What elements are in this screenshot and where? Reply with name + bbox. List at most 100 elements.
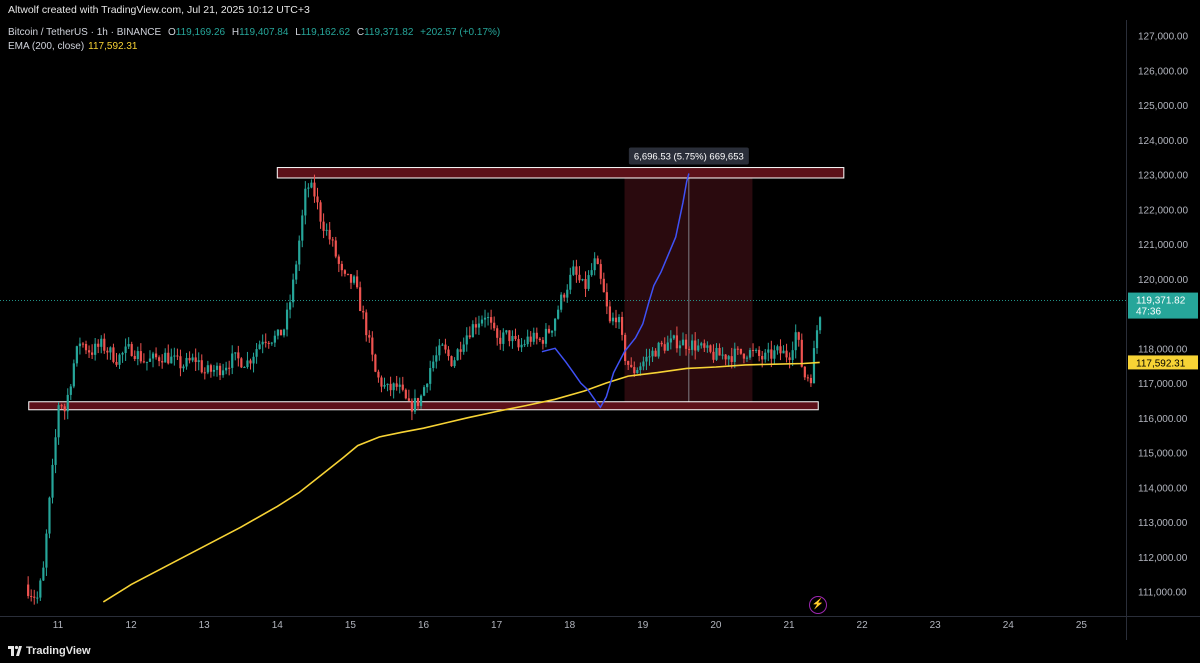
y-axis-tick: 120,000.00 — [1138, 275, 1188, 286]
candle-body — [538, 338, 541, 341]
candle-body — [145, 361, 149, 363]
candle-body — [782, 350, 785, 354]
candle-body — [410, 400, 414, 412]
candle-body — [456, 349, 459, 361]
candle-body — [663, 344, 666, 351]
candle-body — [151, 353, 155, 359]
candle-body — [419, 395, 423, 406]
candle-body — [130, 344, 133, 356]
candle-body — [115, 361, 118, 365]
candle-body — [30, 595, 33, 597]
candle-body — [392, 383, 395, 391]
candle-body — [764, 352, 767, 360]
footer-bar: TradingView — [0, 640, 1200, 663]
candle-body — [596, 258, 599, 265]
candle-body — [502, 332, 505, 344]
candle-body — [359, 287, 362, 311]
candle-body — [234, 352, 237, 354]
candle-body — [581, 279, 584, 281]
candle-body — [639, 366, 642, 371]
candle-body — [362, 310, 365, 313]
candle-body — [441, 344, 444, 346]
ohlc-row: Bitcoin / TetherUS · 1h · BINANCE O119,1… — [8, 26, 500, 40]
candle-body — [459, 349, 462, 352]
y-axis-tick: 114,000.00 — [1138, 483, 1188, 494]
candle-body — [560, 294, 563, 310]
candle-body — [605, 292, 608, 307]
candle-body — [785, 350, 788, 358]
candle-body — [657, 342, 660, 357]
candle-body — [694, 340, 697, 351]
measure-label-box — [628, 147, 749, 165]
candle-body — [739, 348, 742, 354]
candle-body — [742, 353, 746, 359]
y-axis-tick: 124,000.00 — [1138, 136, 1188, 147]
candle-body — [770, 349, 773, 359]
candle-body — [57, 405, 60, 438]
candle-body — [758, 349, 761, 356]
candle-body — [100, 338, 103, 347]
candle-body — [465, 335, 468, 345]
candle-body — [185, 357, 188, 367]
candle-body — [215, 365, 219, 370]
lightning-icon[interactable]: ⚡ — [809, 596, 827, 614]
candle-body — [493, 322, 496, 329]
candle-body — [794, 332, 797, 351]
candle-body — [432, 361, 435, 369]
open-value: 119,169.26 — [175, 27, 226, 38]
candle-body — [307, 187, 310, 189]
x-axis-tick: 19 — [637, 620, 649, 631]
candle-body — [127, 344, 130, 347]
candle-body — [818, 317, 822, 331]
candle-body — [709, 345, 712, 352]
ema-row: EMA (200, close) 117,592.31 — [8, 40, 500, 54]
ema-label[interactable]: EMA (200, close) — [8, 41, 85, 52]
ema-200-line — [102, 361, 820, 603]
low-value: 119,162.62 — [300, 27, 351, 38]
candle-body — [228, 367, 231, 369]
symbol-label[interactable]: Bitcoin / TetherUS · 1h · BINANCE — [8, 27, 162, 38]
price-chart[interactable]: 127,000.00 126,000.00 125,000.00 124,000.00… — [0, 20, 1200, 640]
candle-body — [438, 345, 441, 356]
candle-body — [255, 349, 258, 357]
candle-body — [697, 345, 700, 351]
candle-body — [776, 346, 779, 351]
candle-body — [569, 274, 572, 290]
candle-body — [45, 533, 48, 568]
candle-body — [800, 339, 803, 367]
candle-body — [733, 348, 736, 362]
high-value: 119,407.84 — [239, 27, 289, 38]
candle-body — [672, 335, 675, 339]
ema-price-tag — [1128, 355, 1198, 370]
candle-body — [240, 358, 243, 368]
candle-body — [645, 356, 648, 362]
candle-body — [544, 328, 548, 344]
candle-body — [340, 263, 343, 271]
candle-body — [75, 346, 78, 364]
candle-body — [602, 278, 605, 293]
candle-body — [389, 383, 392, 391]
candle-body — [748, 350, 752, 358]
candle-body — [535, 332, 538, 339]
candle-body — [279, 329, 283, 336]
y-axis-tick: 113,000.00 — [1138, 518, 1188, 529]
candle-body — [611, 317, 615, 322]
candle-body — [483, 317, 487, 320]
candle-body — [490, 317, 493, 323]
candle-body — [200, 360, 203, 373]
x-axis-tick: 21 — [783, 620, 795, 631]
y-axis-tick: 126,000.00 — [1138, 66, 1188, 77]
candle-body — [730, 356, 733, 362]
candle-body — [712, 351, 715, 360]
candle-body — [812, 348, 816, 384]
change-value: +202.57 (+0.17%) — [420, 27, 501, 38]
candle-body — [505, 330, 508, 333]
candle-body — [435, 355, 438, 362]
candle-body — [599, 264, 602, 279]
candle-body — [316, 196, 319, 203]
candle-body — [806, 377, 809, 379]
candle-body — [648, 356, 651, 358]
candle-body — [124, 346, 127, 353]
candle-body — [179, 356, 182, 369]
candle-body — [109, 347, 112, 353]
